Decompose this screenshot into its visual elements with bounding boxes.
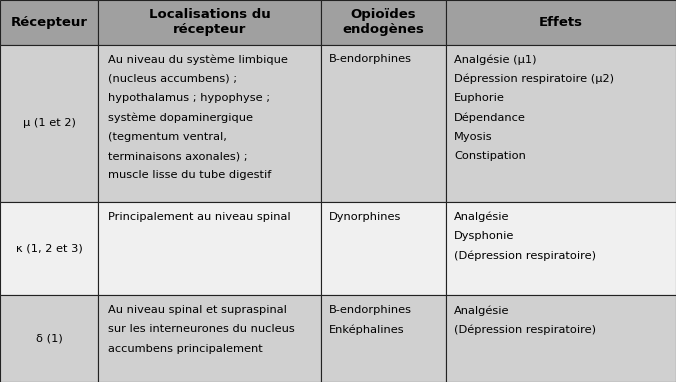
Text: δ (1): δ (1) [36, 333, 62, 343]
Text: Analgésie: Analgésie [454, 212, 510, 222]
Text: Dépression respiratoire (μ2): Dépression respiratoire (μ2) [454, 74, 614, 84]
Text: (Dépression respiratoire): (Dépression respiratoire) [454, 324, 596, 335]
Text: Récepteur: Récepteur [11, 16, 87, 29]
Text: hypothalamus ; hypophyse ;: hypothalamus ; hypophyse ; [108, 93, 270, 103]
Text: Analgésie (μ1): Analgésie (μ1) [454, 55, 537, 65]
Text: terminaisons axonales) ;: terminaisons axonales) ; [108, 151, 247, 161]
Text: B-endorphines: B-endorphines [329, 305, 412, 315]
Bar [0, 0, 98, 44]
Text: B-endorphines: B-endorphines [329, 55, 412, 65]
Bar [0, 295, 98, 382]
Text: (nucleus accumbens) ;: (nucleus accumbens) ; [108, 74, 237, 84]
Bar [321, 295, 446, 382]
Bar [446, 202, 676, 295]
Bar [0, 44, 98, 202]
Text: Effets: Effets [539, 16, 583, 29]
Bar [446, 0, 676, 44]
Text: sur les interneurones du nucleus: sur les interneurones du nucleus [108, 324, 295, 334]
Bar [98, 0, 321, 44]
Text: Constipation: Constipation [454, 151, 526, 161]
Text: accumbens principalement: accumbens principalement [108, 343, 263, 354]
Text: Myosis: Myosis [454, 132, 493, 142]
Text: Dysphonie: Dysphonie [454, 231, 514, 241]
Text: muscle lisse du tube digestif: muscle lisse du tube digestif [108, 170, 271, 180]
Text: système dopaminergique: système dopaminergique [108, 112, 253, 123]
Text: Dynorphines: Dynorphines [329, 212, 402, 222]
Text: κ (1, 2 et 3): κ (1, 2 et 3) [16, 243, 82, 254]
Text: μ (1 et 2): μ (1 et 2) [22, 118, 76, 128]
Text: Euphorie: Euphorie [454, 93, 505, 103]
Text: Au niveau spinal et supraspinal: Au niveau spinal et supraspinal [108, 305, 287, 315]
Bar [321, 202, 446, 295]
Text: Enképhalines: Enképhalines [329, 324, 405, 335]
Bar [98, 44, 321, 202]
Bar [98, 295, 321, 382]
Text: Analgésie: Analgésie [454, 305, 510, 316]
Text: Au niveau du système limbique: Au niveau du système limbique [108, 55, 288, 65]
Bar [98, 202, 321, 295]
Text: (Dépression respiratoire): (Dépression respiratoire) [454, 251, 596, 261]
Text: Opioïdes
endogènes: Opioïdes endogènes [343, 8, 425, 36]
Text: (tegmentum ventral,: (tegmentum ventral, [108, 132, 227, 142]
Text: Dépendance: Dépendance [454, 112, 526, 123]
Text: Principalement au niveau spinal: Principalement au niveau spinal [108, 212, 291, 222]
Bar [321, 44, 446, 202]
Bar [0, 202, 98, 295]
Text: Localisations du
récepteur: Localisations du récepteur [149, 8, 270, 36]
Bar [321, 0, 446, 44]
Bar [446, 295, 676, 382]
Bar [446, 44, 676, 202]
